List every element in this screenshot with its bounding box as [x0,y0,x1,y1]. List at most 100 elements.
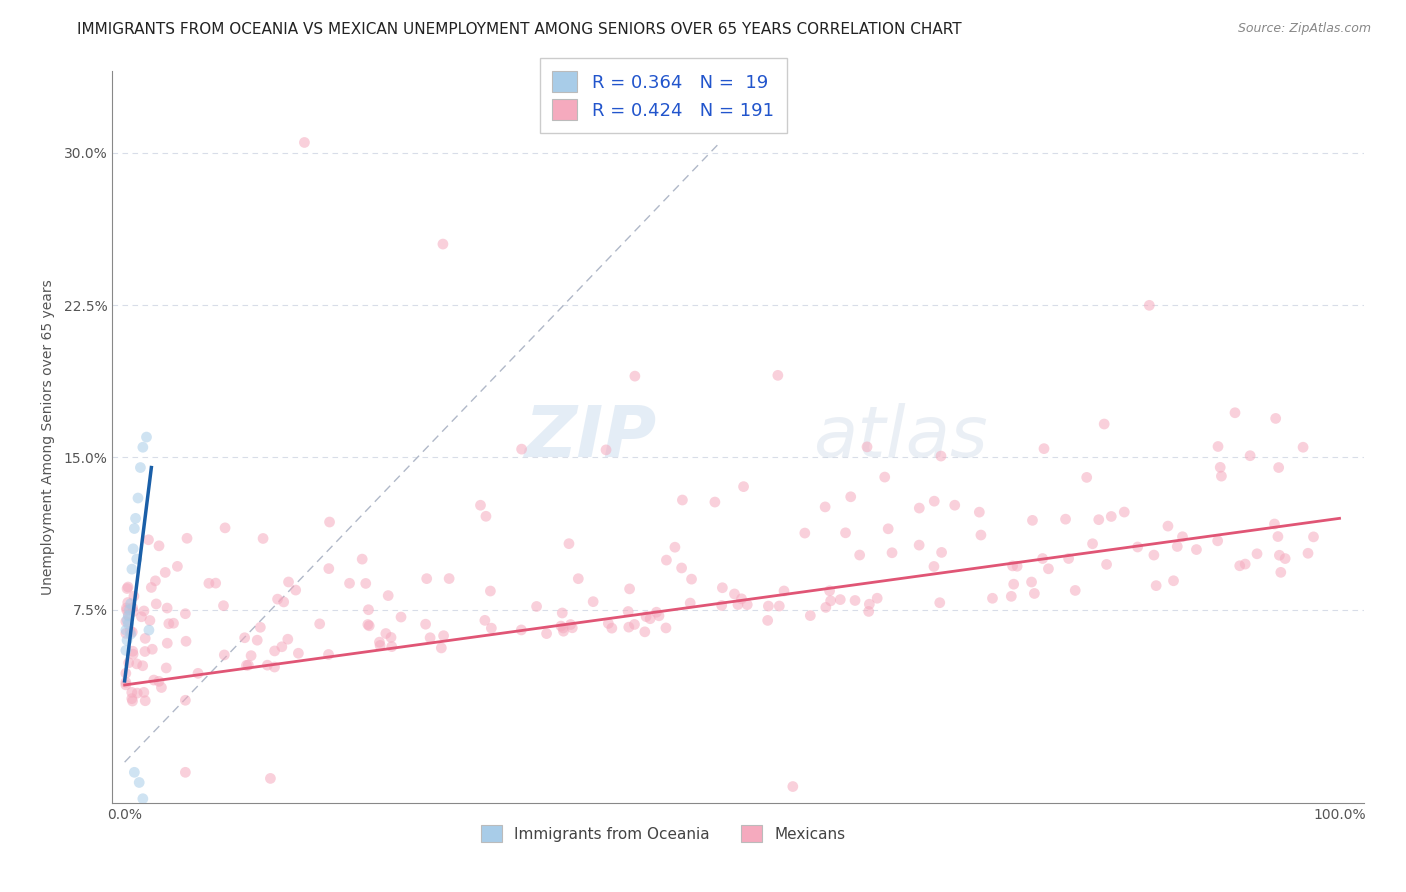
Point [981,591,1004,606]
Point [1144,579,1167,593]
Point [773,584,796,599]
Point [115,623,138,637]
Point [277,632,299,647]
Point [526,599,548,614]
Point [598,616,620,631]
Point [830,592,852,607]
Point [127,491,149,505]
Point [814,600,837,615]
Point [263,660,285,674]
Point [128,775,150,789]
Point [1054,512,1077,526]
Point [339,576,361,591]
Point [655,621,678,635]
Point [671,493,693,508]
Point [1137,298,1160,312]
Point [1114,505,1136,519]
Point [617,605,640,619]
Point [174,765,197,780]
Point [600,621,623,635]
Point [115,582,138,596]
Point [121,644,143,658]
Point [1166,540,1188,554]
Point [318,515,340,529]
Point [1087,513,1109,527]
Point [238,658,260,673]
Point [1126,540,1149,554]
Point [877,522,900,536]
Point [782,780,804,794]
Point [582,595,605,609]
Point [135,430,157,444]
Point [679,596,702,610]
Point [377,589,399,603]
Point [115,678,138,692]
Point [1296,546,1319,560]
Point [1270,566,1292,580]
Point [138,623,160,637]
Point [856,440,879,454]
Point [560,617,582,632]
Point [121,625,143,640]
Point [117,617,139,632]
Point [118,656,141,670]
Point [148,674,170,689]
Y-axis label: Unemployment Among Seniors over 65 years: Unemployment Among Seniors over 65 years [41,279,55,595]
Point [1234,557,1257,571]
Point [155,566,177,580]
Point [139,614,162,628]
Point [156,601,179,615]
Point [145,574,167,588]
Point [150,681,173,695]
Point [117,580,139,594]
Point [235,658,257,673]
Point [121,691,143,706]
Point [645,605,668,619]
Point [475,509,498,524]
Point [214,648,236,662]
Point [1211,469,1233,483]
Point [430,640,453,655]
Point [162,616,184,631]
Point [1292,440,1315,454]
Point [157,616,180,631]
Point [970,528,993,542]
Point [294,136,316,150]
Point [432,629,454,643]
Point [1076,470,1098,484]
Point [263,644,285,658]
Point [479,621,502,635]
Point [233,631,256,645]
Point [131,658,153,673]
Point [134,644,156,658]
Point [368,639,391,653]
Point [617,620,640,634]
Point [214,521,236,535]
Point [723,587,745,601]
Point [730,591,752,606]
Point [1095,558,1118,572]
Point [664,540,686,554]
Point [118,603,141,617]
Point [1000,590,1022,604]
Point [1099,509,1122,524]
Point [1021,513,1043,527]
Point [308,616,330,631]
Point [115,615,138,629]
Point [558,536,581,550]
Point [132,604,155,618]
Point [908,501,931,516]
Point [273,595,295,609]
Point [174,634,197,648]
Point [132,440,155,454]
Point [156,636,179,650]
Point [1229,558,1251,573]
Point [550,619,572,633]
Point [1185,542,1208,557]
Point [389,610,412,624]
Point [1081,537,1104,551]
Point [768,599,790,613]
Point [1263,516,1285,531]
Point [561,621,583,635]
Point [134,694,156,708]
